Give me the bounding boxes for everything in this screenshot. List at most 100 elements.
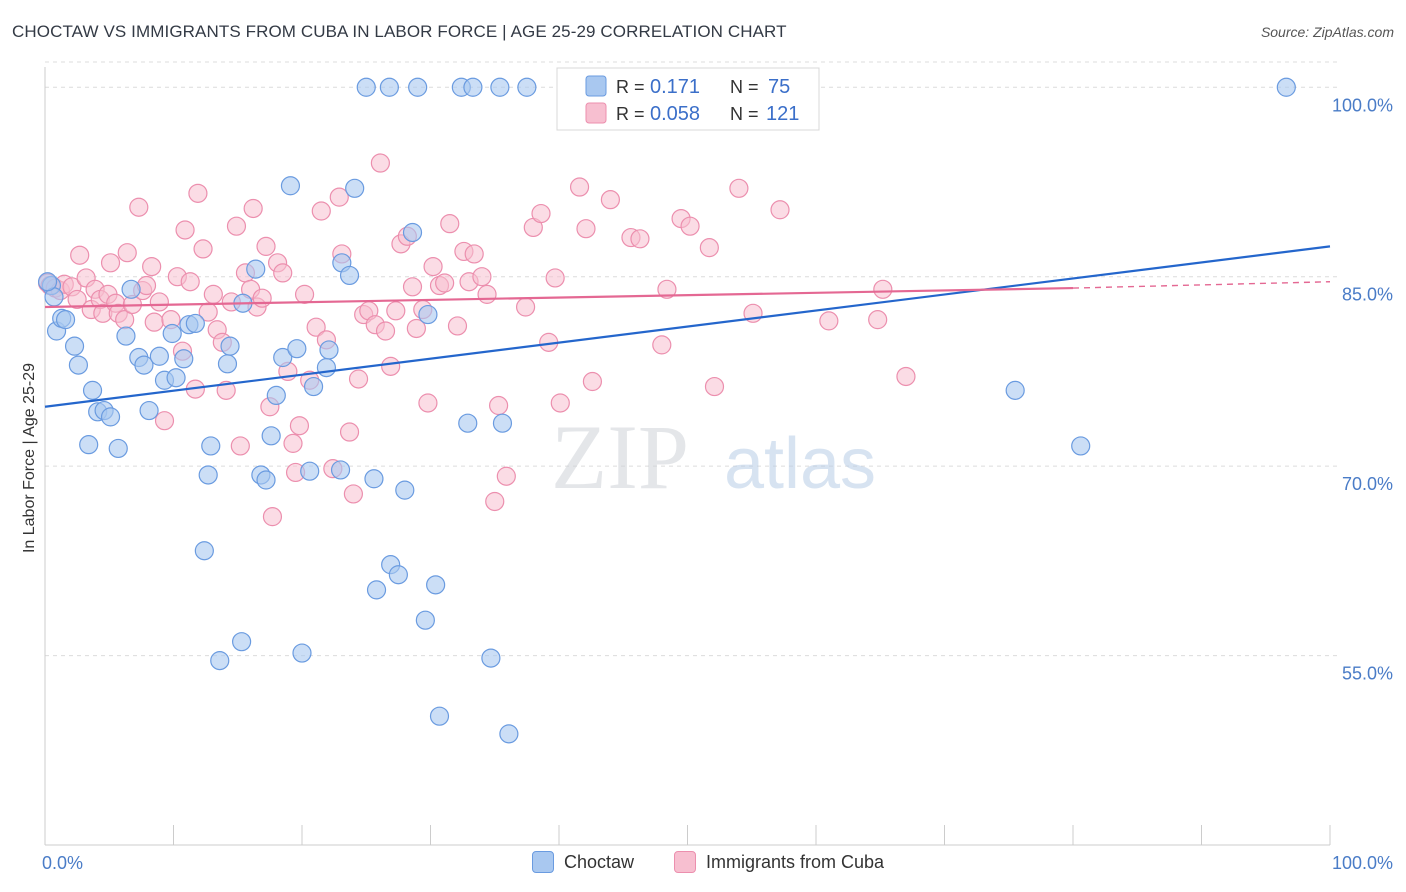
cuba-point-113 [729,178,749,198]
choctaw-point-60 [418,304,438,325]
choctaw-point-40 [287,339,307,359]
cuba-point-48 [256,236,276,256]
cuba-point-110 [680,216,700,236]
bottom-legend-label-cuba: Immigrants from Cuba [706,851,885,872]
choctaw-point-56 [395,480,415,500]
cuba-point-102 [582,371,603,392]
choctaw-point-38 [273,347,293,368]
choctaw-point-44 [316,358,337,378]
cuba-point-81 [423,256,443,277]
cuba-point-50 [262,507,283,527]
cuba-point-90 [477,284,497,304]
cuba-point-85 [447,316,468,336]
choctaw-point-72 [1071,436,1091,456]
cuba-point-14 [100,253,121,273]
choctaw-point-65 [458,413,478,433]
cuba-point-117 [868,310,888,330]
choctaw-point-36 [261,426,281,446]
choctaw-point-57 [402,222,423,243]
choctaw-point-17 [139,400,159,421]
choctaw-point-29 [217,354,238,374]
cuba-point-99 [550,393,570,413]
cuba-trend-line [44,286,1074,309]
cuba-point-112 [704,376,725,397]
cuba-point-34 [193,239,213,259]
choctaw-point-74 [37,272,58,292]
choctaw-point-7 [79,435,99,455]
cuba-point-98 [545,268,565,288]
choctaw-point-68 [492,413,513,433]
legend-swatch-cuba [585,102,607,124]
legend-r-label-cuba: R = [616,104,645,124]
choctaw-point-51 [364,469,384,489]
legend-n-label-cuba: N = [730,104,759,124]
cuba-point-66 [343,484,363,504]
cuba-point-111 [699,238,719,258]
watermark-atlas: atlas [724,424,876,504]
choctaw-trend-line [44,245,1331,408]
choctaw-point-32 [232,632,252,652]
legend-n-value-cuba: 121 [766,103,799,125]
choctaw-point-70 [517,77,537,97]
choctaw-point-52 [366,580,387,600]
cuba-trend-line-extension [1072,281,1331,289]
cuba-point-33 [188,183,208,203]
cuba-point-84 [440,214,460,234]
y-tick-label-3: 100.0% [1332,95,1393,115]
cuba-point-26 [154,411,175,431]
cuba-point-24 [144,312,164,332]
cuba-point-96 [531,203,551,224]
cuba-point-103 [600,190,621,210]
cuba-point-59 [306,317,326,337]
cuba-point-115 [770,200,790,220]
cuba-point-74 [386,301,406,321]
choctaw-point-5 [64,336,85,356]
choctaw-point-73 [1276,77,1296,97]
x-tick-label-1: 100.0% [1332,853,1393,873]
y-axis-label: In Labor Force | Age 25-29 [21,363,38,553]
choctaw-point-28 [210,651,230,671]
legend-swatch-choctaw [585,75,607,97]
legend-n-label-choctaw: N = [730,77,759,97]
axes [44,67,1331,846]
choctaw-point-30 [220,336,240,356]
cuba-point-71 [370,153,390,173]
choctaw-point-25 [194,541,214,561]
cuba-point-57 [294,284,315,304]
cuba-point-77 [402,277,423,297]
choctaw-point-58 [408,77,428,97]
cuba-point-41 [226,216,247,236]
bottom-legend-item-cuba: Immigrants from Cuba [674,851,884,873]
cuba-point-89 [472,267,492,287]
choctaw-point-12 [108,438,128,459]
cuba-point-67 [348,369,369,389]
cuba-point-36 [203,284,223,304]
cuba-point-83 [435,273,455,293]
choctaw-point-66 [481,648,501,668]
bottom-legend-swatch-choctaw [532,851,554,873]
choctaw-point-61 [426,575,446,595]
choctaw-point-41 [292,643,312,663]
grid-lines [45,61,1340,657]
legend-r-value-choctaw: 0.171 [650,76,700,98]
choctaw-point-48 [339,265,360,286]
x-tick-labels: 0.0% 100.0% [42,853,1393,873]
chart-title: CHOCTAW VS IMMIGRANTS FROM CUBA IN LABOR… [12,22,787,41]
choctaw-point-62 [429,706,450,726]
legend-n-value-choctaw: 75 [768,76,790,98]
y-tick-labels: 55.0% 70.0% 85.0% 100.0% [1332,95,1393,683]
y-tick-label-2: 85.0% [1342,285,1393,305]
bottom-legend-label-choctaw: Choctaw [564,851,635,872]
cuba-point-60 [311,201,331,221]
legend-box: R = 0.171 N = 75 R = 0.058 N = 121 [556,67,820,131]
legend-r-value-cuba: 0.058 [650,103,700,125]
cuba-point-47 [252,288,272,308]
watermark-zip: ZIP [551,406,689,508]
series-choctaw-points [37,77,1296,744]
cuba-point-73 [381,356,401,376]
bottom-legend-item-choctaw: Choctaw [532,851,634,873]
choctaw-point-53 [379,77,399,97]
cuba-point-108 [657,279,677,299]
choctaw-point-67 [490,77,510,97]
cuba-point-18 [117,243,137,263]
